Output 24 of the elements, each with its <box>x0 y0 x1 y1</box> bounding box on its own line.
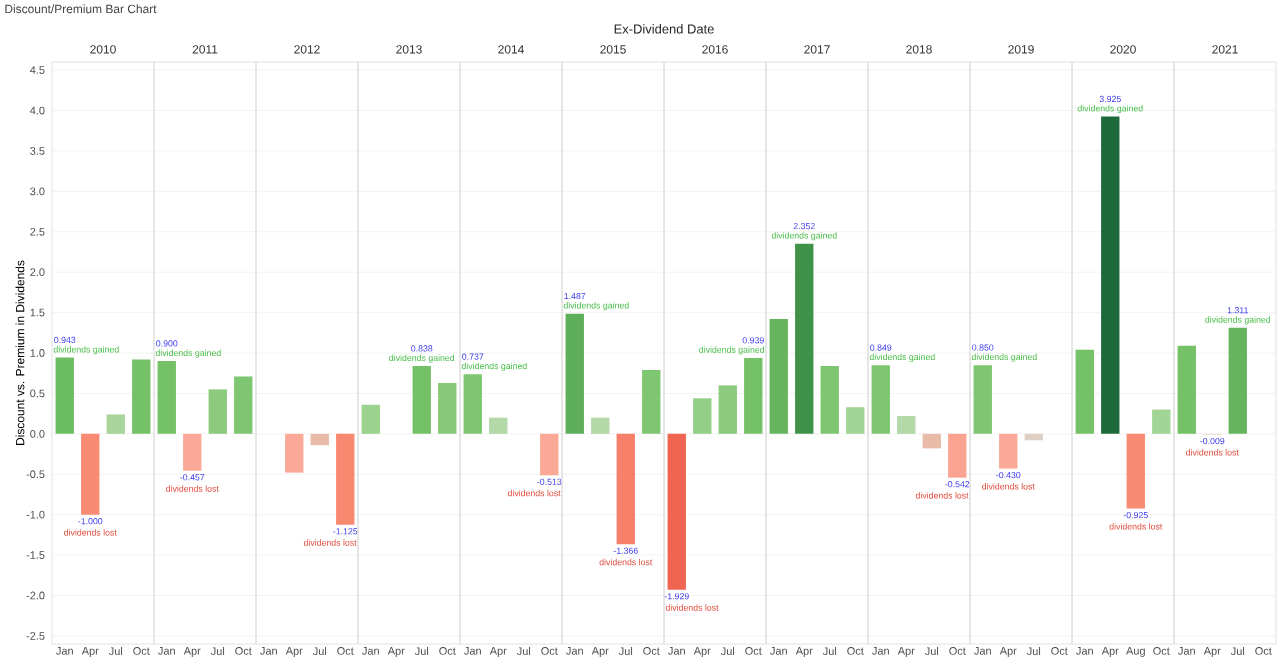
bar <box>846 407 865 434</box>
bar <box>820 365 839 434</box>
bar <box>591 417 610 434</box>
bar <box>132 359 151 434</box>
bar <box>744 357 763 434</box>
bar <box>1101 116 1120 434</box>
bar <box>667 433 686 590</box>
bar <box>106 414 125 434</box>
bar <box>642 369 661 434</box>
bar <box>769 319 788 434</box>
bar <box>208 389 227 434</box>
bar <box>718 385 737 434</box>
bar <box>183 433 202 471</box>
bar <box>1075 349 1094 434</box>
bar <box>1152 409 1171 434</box>
bar <box>616 433 635 545</box>
bar <box>795 243 814 434</box>
bar <box>81 433 100 515</box>
bar <box>1126 433 1145 509</box>
bar <box>565 313 584 434</box>
bar <box>55 357 74 434</box>
bar <box>693 398 712 434</box>
bar <box>157 361 176 434</box>
bar <box>234 376 253 434</box>
